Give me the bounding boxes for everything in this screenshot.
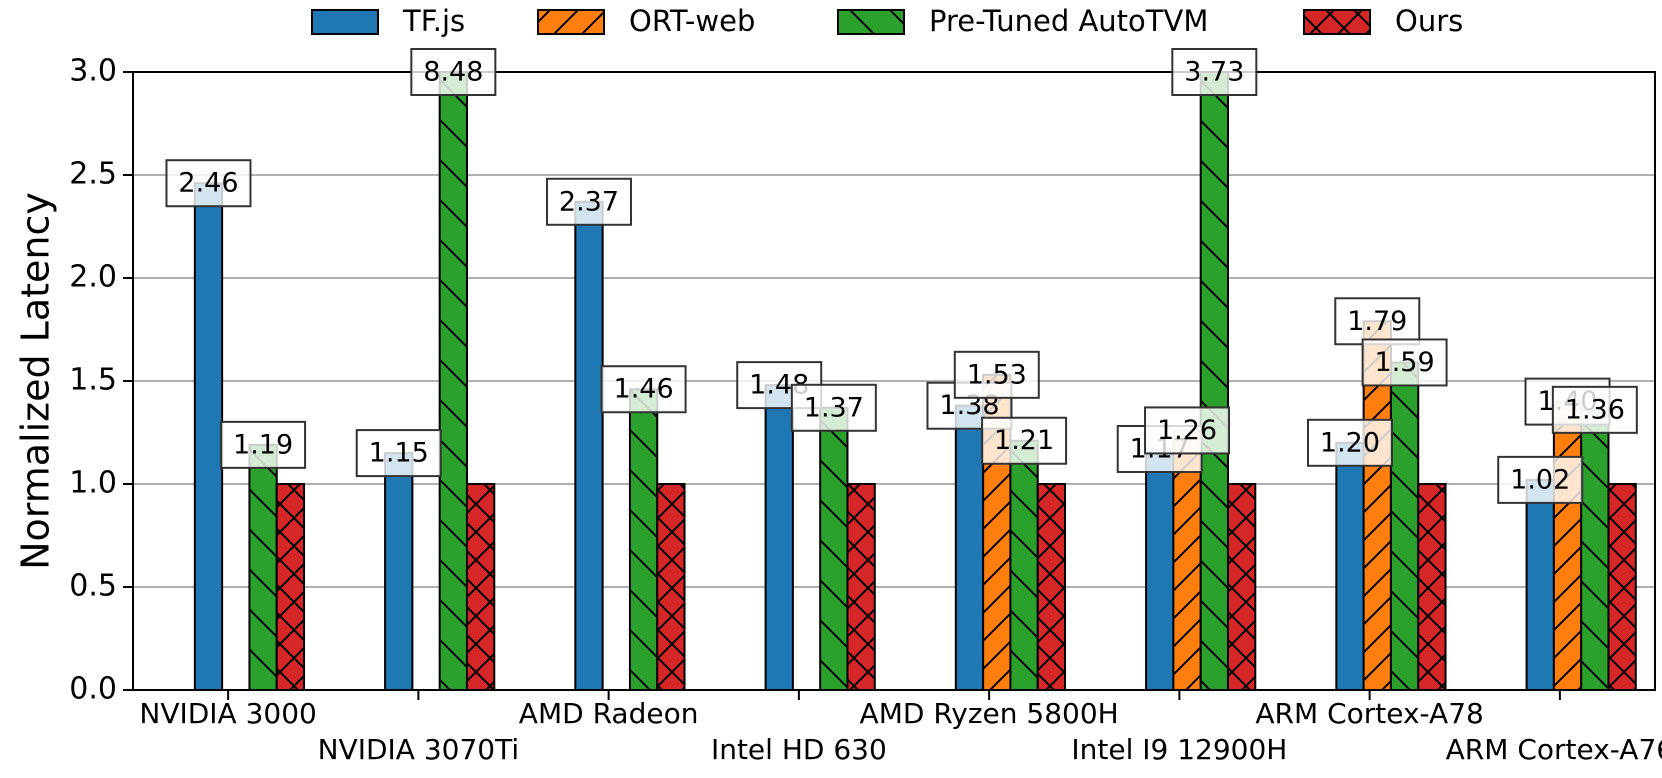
y-tick-label: 3.0: [69, 54, 117, 89]
bar-outline: [656, 483, 686, 690]
svg-text:2.46: 2.46: [178, 168, 238, 199]
bar-hatch: [629, 389, 658, 690]
x-tick-label: NVIDIA 3000: [139, 697, 317, 730]
bar-hatch: [1037, 484, 1066, 690]
y-tick-label: 1.5: [69, 363, 117, 398]
svg-text:1.59: 1.59: [1375, 347, 1435, 378]
bar-outline: [846, 483, 876, 690]
bar-hatch: [439, 72, 467, 690]
bar-hatch: [1608, 484, 1636, 690]
svg-text:1.19: 1.19: [233, 429, 293, 460]
bar-hatch: [1010, 440, 1038, 690]
legend-item: Pre-Tuned AutoTVM: [837, 4, 1208, 38]
svg-text:1.21: 1.21: [994, 425, 1054, 456]
bar-hatch: [1553, 401, 1582, 690]
bar-hatch: [1418, 484, 1446, 690]
svg-text:1.26: 1.26: [1157, 415, 1217, 446]
legend: TF.js ORT-web Pre-Tuned AutoTVM Ours: [311, 4, 1463, 38]
svg-text:3.73: 3.73: [1184, 57, 1244, 88]
bar-hatch: [249, 444, 277, 690]
bar-hatch: [847, 484, 875, 690]
bar-outline: [1417, 483, 1447, 690]
legend-swatch: [312, 10, 378, 34]
svg-text:1.37: 1.37: [804, 392, 864, 423]
bar-hatch: [820, 407, 848, 690]
value-label: 1.46: [600, 365, 687, 414]
y-tick-label: 0.0: [69, 672, 117, 707]
value-label: 1.19: [220, 420, 307, 469]
value-label: 1.79: [1334, 297, 1421, 346]
bar-hatch: [657, 484, 685, 690]
y-axis-label: Normalized Latency: [14, 192, 58, 570]
x-tick-label: Intel I9 12900H: [1071, 733, 1287, 766]
value-label: 1.59: [1361, 338, 1448, 387]
y-tick-label: 2.0: [69, 260, 117, 295]
legend-label: Ours: [1395, 4, 1463, 38]
x-tick-label: AMD Radeon: [519, 697, 699, 730]
bar: [1336, 442, 1364, 690]
value-label: 3.73: [1171, 48, 1258, 96]
bar: [765, 385, 793, 690]
value-label: 2.37: [545, 177, 632, 226]
y-tick-label: 1.0: [69, 466, 117, 501]
legend-item: Ours: [1303, 4, 1463, 38]
value-label: 1.37: [790, 383, 877, 432]
bar-hatch: [1200, 72, 1228, 690]
x-tick-label: AMD Ryzen 5800H: [860, 697, 1119, 730]
bar-hatch: [1581, 409, 1609, 690]
legend-label: ORT-web: [629, 4, 755, 38]
x-tick-label: NVIDIA 3070Ti: [318, 733, 520, 766]
x-tick-label: ARM Cortex-A78: [1255, 697, 1483, 730]
y-tick-label: 0.5: [69, 569, 117, 604]
svg-text:8.48: 8.48: [423, 57, 483, 88]
legend-label: Pre-Tuned AutoTVM: [929, 4, 1208, 38]
legend-item: TF.js: [311, 4, 465, 38]
bar-hatch: [1390, 362, 1419, 690]
bar-hatch: [1173, 430, 1201, 690]
svg-text:1.02: 1.02: [1510, 464, 1570, 495]
bar-hatch: [1227, 484, 1256, 690]
bar: [955, 405, 984, 690]
legend-label: TF.js: [402, 4, 465, 38]
svg-text:1.36: 1.36: [1565, 394, 1625, 425]
svg-text:1.20: 1.20: [1320, 427, 1380, 458]
value-label: 1.26: [1144, 406, 1231, 455]
value-label: 1.53: [953, 350, 1040, 399]
value-label: 1.20: [1306, 418, 1393, 467]
value-label: 1.36: [1551, 385, 1638, 434]
bar-outline: [465, 483, 496, 690]
bar-outline: [275, 483, 306, 690]
value-labels: 2.461.19 1.158.482.371.46 1.481.37 1.381.53…: [165, 48, 1638, 504]
bar-outline: [1036, 483, 1067, 690]
bar: [1146, 448, 1174, 690]
svg-text:1.15: 1.15: [369, 438, 429, 469]
bars: [193, 72, 1637, 690]
value-label: 8.48: [410, 48, 497, 96]
value-label: 2.46: [165, 159, 252, 208]
y-tick-label: 2.5: [69, 157, 117, 192]
bar-hatch: [276, 484, 305, 690]
legend-item: ORT-web: [537, 4, 755, 38]
bar-outline: [1199, 72, 1229, 690]
x-tick-label: Intel HD 630: [711, 733, 887, 766]
svg-text:1.46: 1.46: [614, 374, 674, 405]
bar-outline: [1226, 483, 1257, 690]
value-label: 1.15: [355, 429, 442, 478]
bar: [575, 201, 603, 690]
bar: [1526, 479, 1554, 690]
value-label: 1.02: [1497, 455, 1584, 504]
bar-hatch: [466, 484, 495, 690]
value-label: 1.21: [981, 416, 1068, 465]
bar-outline: [1607, 483, 1637, 690]
bar: [385, 453, 413, 690]
bar: [194, 183, 223, 690]
svg-text:1.53: 1.53: [967, 359, 1027, 390]
svg-text:2.37: 2.37: [559, 186, 619, 217]
bar-outline: [438, 72, 468, 690]
svg-text:1.79: 1.79: [1347, 306, 1407, 337]
x-tick-label: ARM Cortex-A76: [1446, 733, 1662, 766]
